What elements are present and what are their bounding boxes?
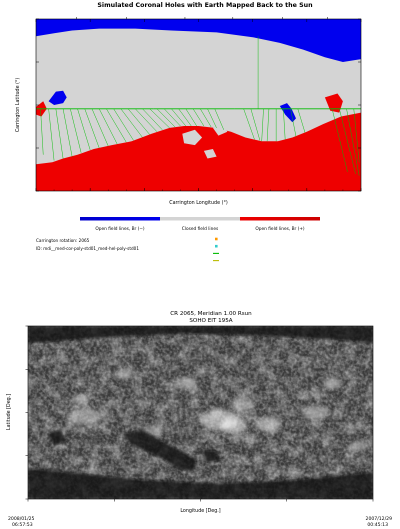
colorbar-negative bbox=[80, 217, 160, 221]
colorbar-label-positive: Open field lines, Br (+) bbox=[255, 226, 305, 232]
top-y-axis-label: Carrington Latitude (°) bbox=[15, 78, 21, 132]
field-line-colorbar: Open field lines, Br (−) Closed field li… bbox=[80, 217, 320, 232]
measured-mapping-line-24 bbox=[214, 108, 224, 130]
eit-image-area bbox=[28, 326, 373, 499]
measured-mapping-line-12 bbox=[127, 108, 150, 135]
measured-mapping-line-33 bbox=[297, 108, 306, 133]
measured-mapping-line-0 bbox=[40, 108, 44, 155]
measured-mapping-line-37 bbox=[353, 108, 360, 163]
colorbar-label-closed: Closed field lines bbox=[182, 226, 219, 232]
measured-mapping-line-28 bbox=[261, 108, 264, 142]
top-axes bbox=[35, 18, 362, 192]
measured-mapping-line-4 bbox=[70, 108, 82, 153]
measured-mapping-line-34 bbox=[331, 108, 348, 172]
positive-open-region-0 bbox=[36, 112, 361, 191]
measured-mapping-line-32 bbox=[290, 108, 297, 137]
measured-mapping-line-3 bbox=[62, 108, 73, 157]
model-id: ID: mdi__med-cor-poly-std01_med-hel-poly… bbox=[36, 246, 139, 251]
eit-dark-regions bbox=[28, 326, 373, 499]
measured-mapping-line-5 bbox=[77, 108, 91, 150]
colorbar-closed bbox=[160, 217, 240, 221]
top-x-axis-label: Carrington Longitude (°) bbox=[169, 200, 228, 206]
measured-mapping-line-20 bbox=[185, 108, 197, 127]
measured-mapping-line-29 bbox=[266, 108, 270, 142]
eit-dark-region-1 bbox=[28, 468, 373, 499]
eit-bright-region-9 bbox=[323, 378, 343, 389]
carrington-rotation: Carrington rotation: 2065 bbox=[36, 238, 90, 243]
date-tick-labels bbox=[76, 17, 328, 19]
eit-bright-region-6 bbox=[114, 368, 134, 380]
eit-time-left: 06:57:53 bbox=[12, 522, 33, 528]
eit-date-right: 2007/12/29 bbox=[366, 516, 393, 522]
measured-mapping-line-36 bbox=[346, 108, 360, 176]
eit-x-axis-label: Longitude [Deg.] bbox=[180, 508, 220, 514]
eit-subtitle: SOHO EIT 195A bbox=[189, 318, 232, 324]
eit-title: CR 2065, Meridian 1.00 Rsun bbox=[170, 311, 252, 317]
negative-open-region-1 bbox=[48, 90, 67, 105]
top-chart-title: Simulated Coronal Holes with Earth Mappe… bbox=[97, 2, 312, 9]
measured-mapping-line-25 bbox=[243, 108, 255, 140]
positive-open-region-1 bbox=[324, 93, 343, 113]
colorbar-positive bbox=[240, 217, 320, 221]
eit-bright-region-5 bbox=[72, 394, 90, 404]
negative-open-region-2 bbox=[279, 103, 296, 123]
closed-field-region-0 bbox=[36, 28, 361, 165]
field-regions bbox=[36, 19, 361, 191]
measured-mapping-line-21 bbox=[192, 108, 205, 127]
eit-bright-region-4 bbox=[70, 407, 101, 425]
measured-mapping-line-22 bbox=[200, 108, 212, 128]
eit-dark-region-4 bbox=[202, 450, 220, 463]
eit-bright-region-2 bbox=[254, 416, 281, 432]
eit-bright-region-11 bbox=[349, 440, 369, 452]
eit-bright-region-7 bbox=[174, 377, 198, 390]
info-block: Carrington rotation: 2065 ID: mdi__med-c… bbox=[36, 238, 139, 251]
measured-mapping-line-19 bbox=[178, 108, 192, 127]
measured-mapping-line-35 bbox=[339, 108, 356, 174]
eit-axes bbox=[25, 325, 374, 502]
top-plot-area bbox=[36, 19, 361, 191]
eit-y-axis-label: Latitude [Deg.] bbox=[6, 394, 12, 430]
mapping-lines bbox=[36, 36, 361, 176]
measured-mapping-line-13 bbox=[135, 108, 158, 132]
measured-mapping-line-31 bbox=[283, 108, 286, 140]
eit-time-right: 00:45:13 bbox=[367, 522, 388, 528]
negative-open-region-0 bbox=[36, 19, 361, 62]
measured-mapping-line-10 bbox=[113, 108, 134, 141]
eit-dark-region-2 bbox=[28, 326, 373, 344]
measured-mapping-line-23 bbox=[207, 108, 217, 129]
legend bbox=[213, 237, 219, 262]
measured-mapping-line-1 bbox=[48, 108, 55, 161]
closed-island-2 bbox=[203, 149, 217, 159]
colorbar-label-negative: Open field lines, Br (−) bbox=[95, 226, 145, 232]
measured-mapping-line-26 bbox=[250, 108, 261, 141]
legend-marker-0 bbox=[215, 237, 218, 241]
closed-island-1 bbox=[212, 124, 228, 136]
closed-island-0 bbox=[182, 129, 203, 146]
eit-bright-region-3 bbox=[232, 398, 256, 412]
measured-mapping-line-15 bbox=[149, 108, 170, 129]
eit-bright-region-1 bbox=[220, 418, 248, 434]
eit-dark-region-3 bbox=[47, 429, 67, 446]
legend-marker-1 bbox=[215, 244, 218, 248]
measured-mapping-line-17 bbox=[164, 108, 181, 127]
measured-mapping-line-16 bbox=[156, 108, 176, 128]
eit-bright-regions bbox=[70, 368, 369, 452]
eit-bright-region-8 bbox=[302, 405, 329, 420]
measured-mapping-line-14 bbox=[142, 108, 163, 130]
eit-date-left: 2008/01/25 bbox=[8, 516, 35, 522]
measured-mapping-line-6 bbox=[84, 108, 100, 149]
measured-mapping-line-11 bbox=[120, 108, 143, 138]
coronal-hole-map: Simulated Coronal Holes with Earth Mappe… bbox=[15, 2, 362, 206]
measured-mapping-line-2 bbox=[55, 108, 64, 159]
measured-mapping-line-18 bbox=[171, 108, 187, 127]
eit-synoptic-map: CR 2065, Meridian 1.00 Rsun SOHO EIT 195… bbox=[6, 311, 392, 528]
measured-mapping-line-7 bbox=[91, 108, 109, 147]
measured-mapping-line-8 bbox=[98, 108, 118, 145]
measured-mapping-line-9 bbox=[106, 108, 127, 143]
eit-dark-region-0 bbox=[123, 429, 197, 473]
